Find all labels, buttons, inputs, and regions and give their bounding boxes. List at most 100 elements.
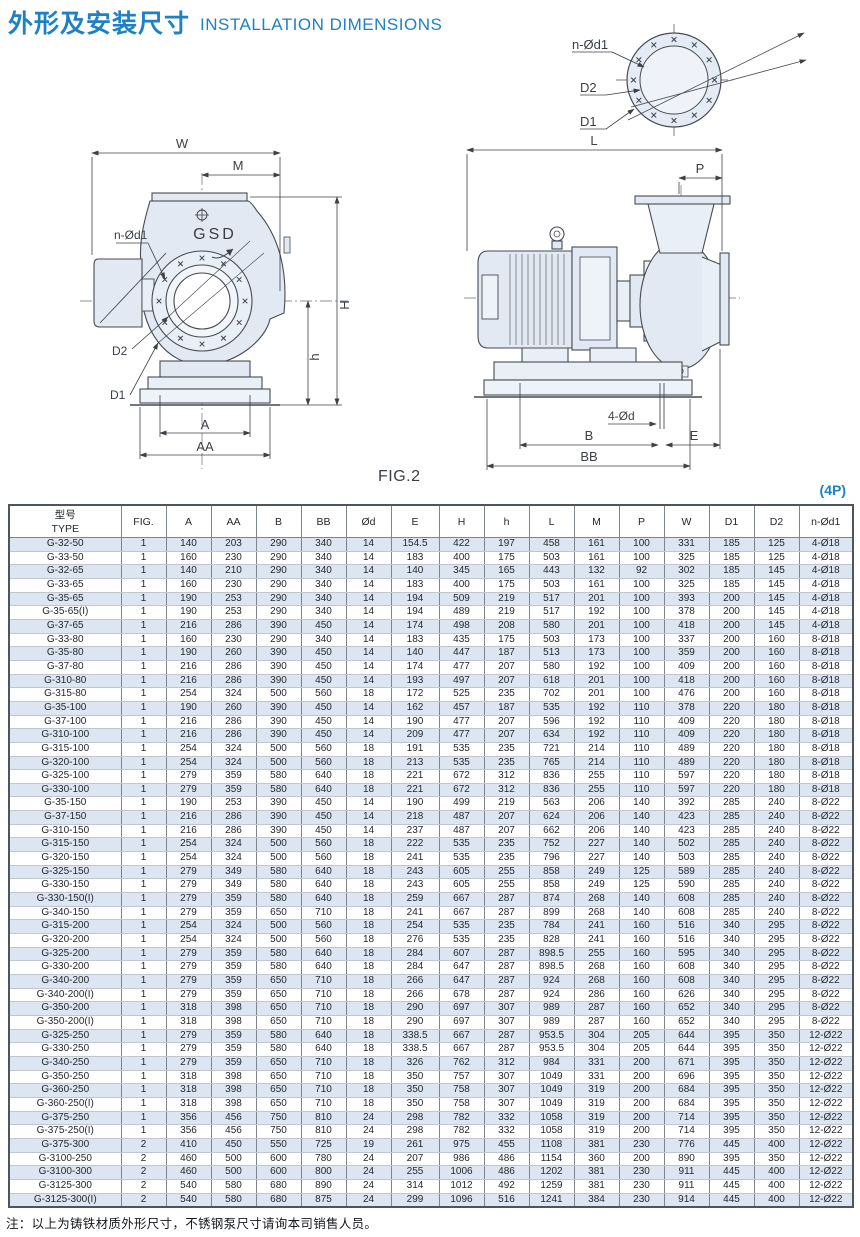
cell-dim: 200	[708, 632, 755, 648]
cell-dim: 173	[573, 646, 620, 661]
cell-dim: 340	[708, 946, 755, 962]
cell-dim: 192	[573, 728, 620, 743]
cell-dim: 140	[618, 837, 665, 853]
cell-dim: 279	[165, 769, 212, 784]
table-row: G-325-100 1 279 359 580 640 18 221 672 312 836 255 1…	[8, 769, 854, 784]
cell-dim: 780	[300, 1151, 347, 1167]
table-row: G-315-150 1 254 324 500 560 18 222 535 235 752 227 1…	[8, 837, 854, 853]
cell-dim: 535	[438, 933, 485, 948]
cell-dim: 8-Ø22	[798, 960, 854, 975]
cell-dim: 18	[345, 1055, 392, 1071]
cell-dim: 279	[165, 1055, 212, 1071]
cell-dim: 1058	[528, 1110, 575, 1126]
flange-labels: n-Ød1 D2 D1	[572, 37, 645, 130]
cell-type: G-375-250	[8, 1110, 122, 1126]
cell-dim: 540	[165, 1192, 212, 1208]
cell-type: G-37-80	[8, 659, 122, 675]
cell-dim: 8-Ø22	[798, 933, 854, 948]
cell-dim: 560	[300, 741, 347, 757]
cell-dim: 307	[483, 1001, 530, 1016]
cell-dim: 1	[120, 796, 167, 812]
cell-dim: 477	[438, 728, 485, 743]
cell-dim: 295	[753, 1001, 800, 1016]
side-view-dim-labels: L P 4-Ød B E BB	[580, 133, 704, 464]
cell-dim: 14	[345, 632, 392, 648]
cell-dim: 287	[483, 1042, 530, 1057]
cell-dim: 254	[165, 933, 212, 948]
cell-dim: 626	[663, 987, 710, 1003]
cell-type: G-37-65	[8, 618, 122, 634]
cell-dim: 286	[210, 673, 257, 689]
cell-dim: 286	[210, 714, 257, 730]
cell-dim: 443	[528, 564, 575, 579]
cell-dim: 230	[210, 550, 257, 566]
cell-dim: 254	[165, 687, 212, 702]
table-row: G-330-100 1 279 359 580 640 18 221 672 312 836 255 1…	[8, 782, 854, 798]
cell-dim: 503	[528, 632, 575, 648]
table-row: G-35-150 1 190 253 390 450 14 190 499 219 563 206 14…	[8, 796, 854, 812]
cell-dim: 503	[663, 851, 710, 866]
cell-dim: 187	[483, 700, 530, 716]
cell-dim: 100	[618, 673, 665, 689]
cell-dim: 1	[120, 646, 167, 661]
cell-type: G-3100-300	[8, 1165, 122, 1180]
cell-dim: 299	[390, 1192, 440, 1208]
cell-type: G-320-150	[8, 851, 122, 866]
cell-dim: 445	[708, 1178, 755, 1194]
cell-dim: 140	[390, 564, 440, 579]
cell-dim: 192	[573, 659, 620, 675]
cell-dim: 8-Ø18	[798, 687, 854, 702]
cell-dim: 235	[483, 919, 530, 935]
cell-dim: 279	[165, 892, 212, 907]
cell-dim: 340	[708, 1014, 755, 1030]
cell-dim: 359	[210, 974, 257, 989]
cell-dim: 160	[753, 646, 800, 661]
cell-dim: 395	[708, 1069, 755, 1085]
cell-dim: 395	[708, 1083, 755, 1098]
cell-dim: 640	[300, 878, 347, 894]
cell-dim: 312	[483, 1055, 530, 1071]
table-row: G-340-200 1 279 359 650 710 18 266 647 287 924 268 1…	[8, 974, 854, 989]
cell-dim: 1	[120, 550, 167, 566]
cell-dim: 810	[300, 1124, 347, 1139]
cell-dim: 140	[618, 796, 665, 812]
cell-dim: 220	[708, 755, 755, 771]
cell-dim: 858	[528, 878, 575, 894]
column-header: D2	[753, 504, 800, 538]
cell-dim: 307	[483, 1014, 530, 1030]
cell-dim: 216	[165, 728, 212, 743]
cell-dim: 8-Ø22	[798, 892, 854, 907]
cell-dim: 560	[300, 755, 347, 771]
cell-dim: 398	[210, 1014, 257, 1030]
cell-type: G-310-150	[8, 823, 122, 839]
cell-dim: 227	[573, 837, 620, 853]
cell-dim: 160	[618, 974, 665, 989]
cell-type: G-35-80	[8, 646, 122, 661]
cell-dim: 160	[753, 632, 800, 648]
cell-dim: 8-Ø22	[798, 987, 854, 1003]
cell-dim: 390	[255, 823, 302, 839]
cell-dim: 194	[390, 605, 440, 620]
cell-dim: 325	[663, 577, 710, 593]
cell-dim: 145	[753, 618, 800, 634]
cell-dim: 418	[663, 618, 710, 634]
cell-dim: 476	[663, 687, 710, 702]
cell-dim: 350	[753, 1124, 800, 1139]
cell-dim: 200	[708, 646, 755, 661]
cell-dim: 220	[708, 769, 755, 784]
cell-dim: 18	[345, 687, 392, 702]
cell-dim: 1	[120, 700, 167, 716]
cell-dim: 580	[255, 782, 302, 798]
cell-dim: 1049	[528, 1069, 575, 1085]
cell-dim: 14	[345, 810, 392, 825]
cell-dim: 302	[663, 564, 710, 579]
cell-dim: 356	[165, 1110, 212, 1126]
front-d1-label: D1	[110, 388, 126, 402]
cell-dim: 12-Ø22	[798, 1151, 854, 1167]
cell-dim: 160	[753, 687, 800, 702]
cell-type: G-320-100	[8, 755, 122, 771]
cell-type: G-350-200(I)	[8, 1014, 122, 1030]
cell-dim: 18	[345, 946, 392, 962]
cell-dim: 418	[663, 673, 710, 689]
